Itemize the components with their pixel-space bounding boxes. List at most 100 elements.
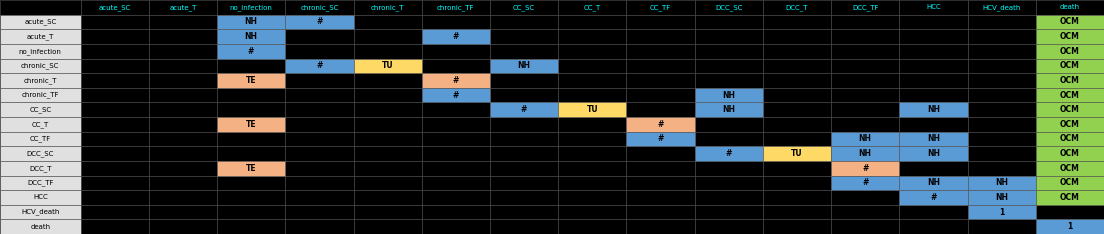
Bar — [0, 117, 81, 132]
Text: NH: NH — [859, 135, 872, 143]
Bar — [0, 132, 81, 146]
Bar — [353, 132, 422, 146]
Bar — [217, 88, 285, 102]
Bar — [1036, 190, 1104, 205]
Bar — [626, 176, 694, 190]
Bar — [559, 132, 626, 146]
Bar — [0, 190, 81, 205]
Bar — [353, 73, 422, 88]
Bar — [353, 58, 422, 73]
Bar — [285, 58, 353, 73]
Bar — [626, 205, 694, 219]
Bar — [490, 44, 559, 58]
Bar — [81, 73, 149, 88]
Bar — [831, 219, 900, 234]
Bar — [831, 146, 900, 161]
Text: OCM: OCM — [1060, 120, 1080, 129]
Bar — [900, 190, 967, 205]
Bar — [285, 15, 353, 29]
Bar — [967, 132, 1036, 146]
Bar — [967, 161, 1036, 176]
Bar — [694, 88, 763, 102]
Bar — [763, 117, 831, 132]
Bar — [0, 44, 81, 58]
Bar — [694, 205, 763, 219]
Text: TU: TU — [382, 61, 393, 70]
Bar — [559, 176, 626, 190]
Bar — [900, 15, 967, 29]
Bar — [1036, 88, 1104, 102]
Bar — [1036, 15, 1104, 29]
Bar — [694, 102, 763, 117]
Bar — [694, 15, 763, 29]
Bar — [422, 0, 490, 15]
Bar — [285, 176, 353, 190]
Bar — [217, 161, 285, 176]
Bar — [626, 0, 694, 15]
Bar — [285, 190, 353, 205]
Bar — [967, 190, 1036, 205]
Bar — [763, 73, 831, 88]
Bar — [149, 146, 217, 161]
Bar — [1036, 132, 1104, 146]
Bar — [422, 58, 490, 73]
Bar — [422, 146, 490, 161]
Bar — [626, 132, 694, 146]
Bar — [1036, 15, 1104, 29]
Bar — [217, 44, 285, 58]
Bar — [900, 0, 967, 15]
Bar — [831, 205, 900, 219]
Bar — [285, 132, 353, 146]
Bar — [831, 190, 900, 205]
Text: #: # — [316, 18, 322, 26]
Text: NH: NH — [927, 135, 940, 143]
Bar — [900, 190, 967, 205]
Bar — [149, 73, 217, 88]
Bar — [831, 88, 900, 102]
Bar — [763, 132, 831, 146]
Bar — [626, 102, 694, 117]
Text: acute_T: acute_T — [26, 33, 54, 40]
Bar — [217, 132, 285, 146]
Bar — [149, 190, 217, 205]
Bar — [353, 176, 422, 190]
Text: DCC_T: DCC_T — [786, 4, 808, 11]
Text: HCV_death: HCV_death — [21, 209, 60, 216]
Bar — [831, 58, 900, 73]
Bar — [0, 58, 81, 73]
Bar — [763, 102, 831, 117]
Bar — [0, 15, 81, 29]
Bar — [353, 117, 422, 132]
Bar — [831, 146, 900, 161]
Bar — [831, 132, 900, 146]
Bar — [1036, 102, 1104, 117]
Bar — [353, 146, 422, 161]
Bar — [1036, 117, 1104, 132]
Bar — [285, 161, 353, 176]
Bar — [967, 146, 1036, 161]
Bar — [490, 102, 559, 117]
Bar — [559, 88, 626, 102]
Text: OCM: OCM — [1060, 178, 1080, 187]
Bar — [694, 88, 763, 102]
Bar — [763, 161, 831, 176]
Bar — [1036, 161, 1104, 176]
Text: OCM: OCM — [1060, 76, 1080, 85]
Bar — [763, 190, 831, 205]
Bar — [422, 15, 490, 29]
Text: OCM: OCM — [1060, 149, 1080, 158]
Bar — [900, 132, 967, 146]
Bar — [81, 205, 149, 219]
Bar — [1036, 73, 1104, 88]
Bar — [626, 219, 694, 234]
Text: CC_SC: CC_SC — [513, 4, 535, 11]
Bar — [1036, 44, 1104, 58]
Bar — [626, 15, 694, 29]
Bar — [831, 44, 900, 58]
Bar — [1036, 190, 1104, 205]
Bar — [967, 176, 1036, 190]
Bar — [217, 73, 285, 88]
Text: #: # — [862, 178, 869, 187]
Bar — [422, 132, 490, 146]
Bar — [217, 146, 285, 161]
